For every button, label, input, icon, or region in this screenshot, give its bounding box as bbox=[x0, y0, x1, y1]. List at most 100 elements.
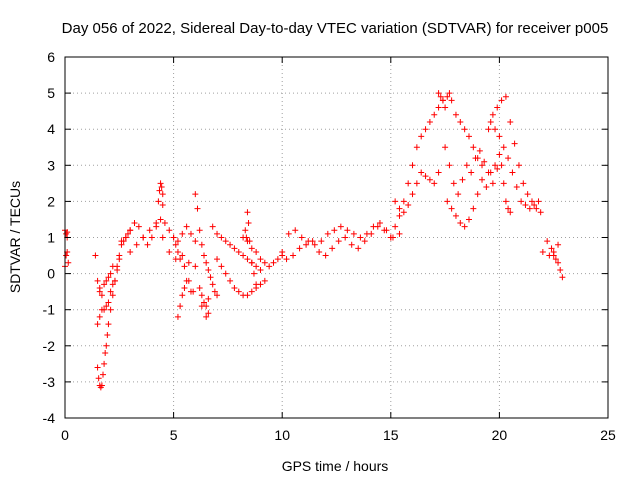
data-point bbox=[492, 126, 499, 133]
y-tick-label: -1 bbox=[43, 302, 56, 318]
data-point bbox=[515, 162, 522, 169]
data-point bbox=[96, 313, 103, 320]
data-point bbox=[348, 241, 355, 248]
x-tick-label: 25 bbox=[600, 427, 616, 443]
data-point bbox=[95, 375, 102, 382]
data-point bbox=[105, 299, 112, 306]
data-point bbox=[122, 234, 129, 241]
data-point bbox=[148, 234, 155, 241]
data-point bbox=[170, 234, 177, 241]
data-point bbox=[485, 126, 492, 133]
data-point bbox=[444, 198, 451, 205]
data-point bbox=[101, 306, 108, 313]
data-point bbox=[105, 321, 112, 328]
data-point bbox=[156, 187, 163, 194]
data-point bbox=[102, 350, 109, 357]
data-point bbox=[344, 227, 351, 234]
data-point bbox=[257, 256, 264, 263]
data-point bbox=[500, 144, 507, 151]
data-point bbox=[198, 292, 205, 299]
data-point bbox=[177, 256, 184, 263]
data-point bbox=[214, 292, 221, 299]
data-point bbox=[159, 234, 166, 241]
data-point bbox=[522, 202, 529, 209]
data-point bbox=[487, 118, 494, 125]
data-point bbox=[261, 259, 268, 266]
data-point bbox=[214, 256, 221, 263]
data-point bbox=[548, 245, 555, 252]
data-point bbox=[245, 220, 252, 227]
data-point bbox=[505, 205, 512, 212]
data-point bbox=[116, 252, 123, 259]
data-point bbox=[266, 263, 273, 270]
data-point bbox=[555, 241, 562, 248]
data-point bbox=[177, 303, 184, 310]
data-point bbox=[227, 241, 234, 248]
data-point bbox=[518, 198, 525, 205]
data-point bbox=[342, 234, 349, 241]
data-point bbox=[235, 248, 242, 255]
data-points bbox=[62, 90, 566, 391]
data-point bbox=[444, 93, 451, 100]
data-point bbox=[448, 97, 455, 104]
y-tick-label: 0 bbox=[47, 266, 55, 282]
data-point bbox=[203, 259, 210, 266]
data-point bbox=[498, 97, 505, 104]
data-point bbox=[357, 234, 364, 241]
data-point bbox=[222, 270, 229, 277]
data-point bbox=[537, 209, 544, 216]
x-tick-label: 5 bbox=[170, 427, 178, 443]
data-point bbox=[248, 245, 255, 252]
data-point bbox=[157, 216, 164, 223]
data-point bbox=[104, 331, 111, 338]
data-point bbox=[483, 183, 490, 190]
data-point bbox=[528, 198, 535, 205]
y-tick-label: 2 bbox=[47, 193, 55, 209]
data-point bbox=[539, 248, 546, 255]
data-point bbox=[179, 292, 186, 299]
data-point bbox=[470, 205, 477, 212]
data-point bbox=[248, 288, 255, 295]
data-point bbox=[246, 238, 253, 245]
data-point bbox=[94, 277, 101, 284]
data-point bbox=[201, 252, 208, 259]
chart-title: Day 056 of 2022, Sidereal Day-to-day VTE… bbox=[62, 20, 609, 37]
data-point bbox=[452, 111, 459, 118]
data-point bbox=[209, 281, 216, 288]
data-point bbox=[109, 292, 116, 299]
data-point bbox=[198, 241, 205, 248]
data-point bbox=[392, 223, 399, 230]
data-point bbox=[557, 266, 564, 273]
x-tick-label: 0 bbox=[61, 427, 69, 443]
data-point bbox=[502, 198, 509, 205]
y-tick-label: -4 bbox=[43, 410, 56, 426]
data-point bbox=[374, 223, 381, 230]
data-point bbox=[174, 248, 181, 255]
data-point bbox=[457, 118, 464, 125]
data-point bbox=[192, 191, 199, 198]
data-point bbox=[435, 169, 442, 176]
data-point bbox=[179, 230, 186, 237]
data-point bbox=[192, 238, 199, 245]
data-point bbox=[185, 259, 192, 266]
data-point bbox=[435, 90, 442, 97]
data-point bbox=[544, 238, 551, 245]
data-point bbox=[227, 277, 234, 284]
data-point bbox=[253, 281, 260, 288]
data-point bbox=[107, 270, 114, 277]
y-tick-label: 5 bbox=[47, 85, 55, 101]
data-point bbox=[509, 169, 516, 176]
data-point bbox=[337, 223, 344, 230]
data-point bbox=[426, 118, 433, 125]
data-point bbox=[124, 230, 131, 237]
y-tick-label: 4 bbox=[47, 121, 55, 137]
grid bbox=[65, 57, 608, 418]
data-point bbox=[418, 133, 425, 140]
data-point bbox=[183, 277, 190, 284]
data-point bbox=[192, 263, 199, 270]
data-point bbox=[194, 205, 201, 212]
data-point bbox=[335, 238, 342, 245]
data-point bbox=[214, 230, 221, 237]
data-point bbox=[218, 263, 225, 270]
data-point bbox=[222, 238, 229, 245]
